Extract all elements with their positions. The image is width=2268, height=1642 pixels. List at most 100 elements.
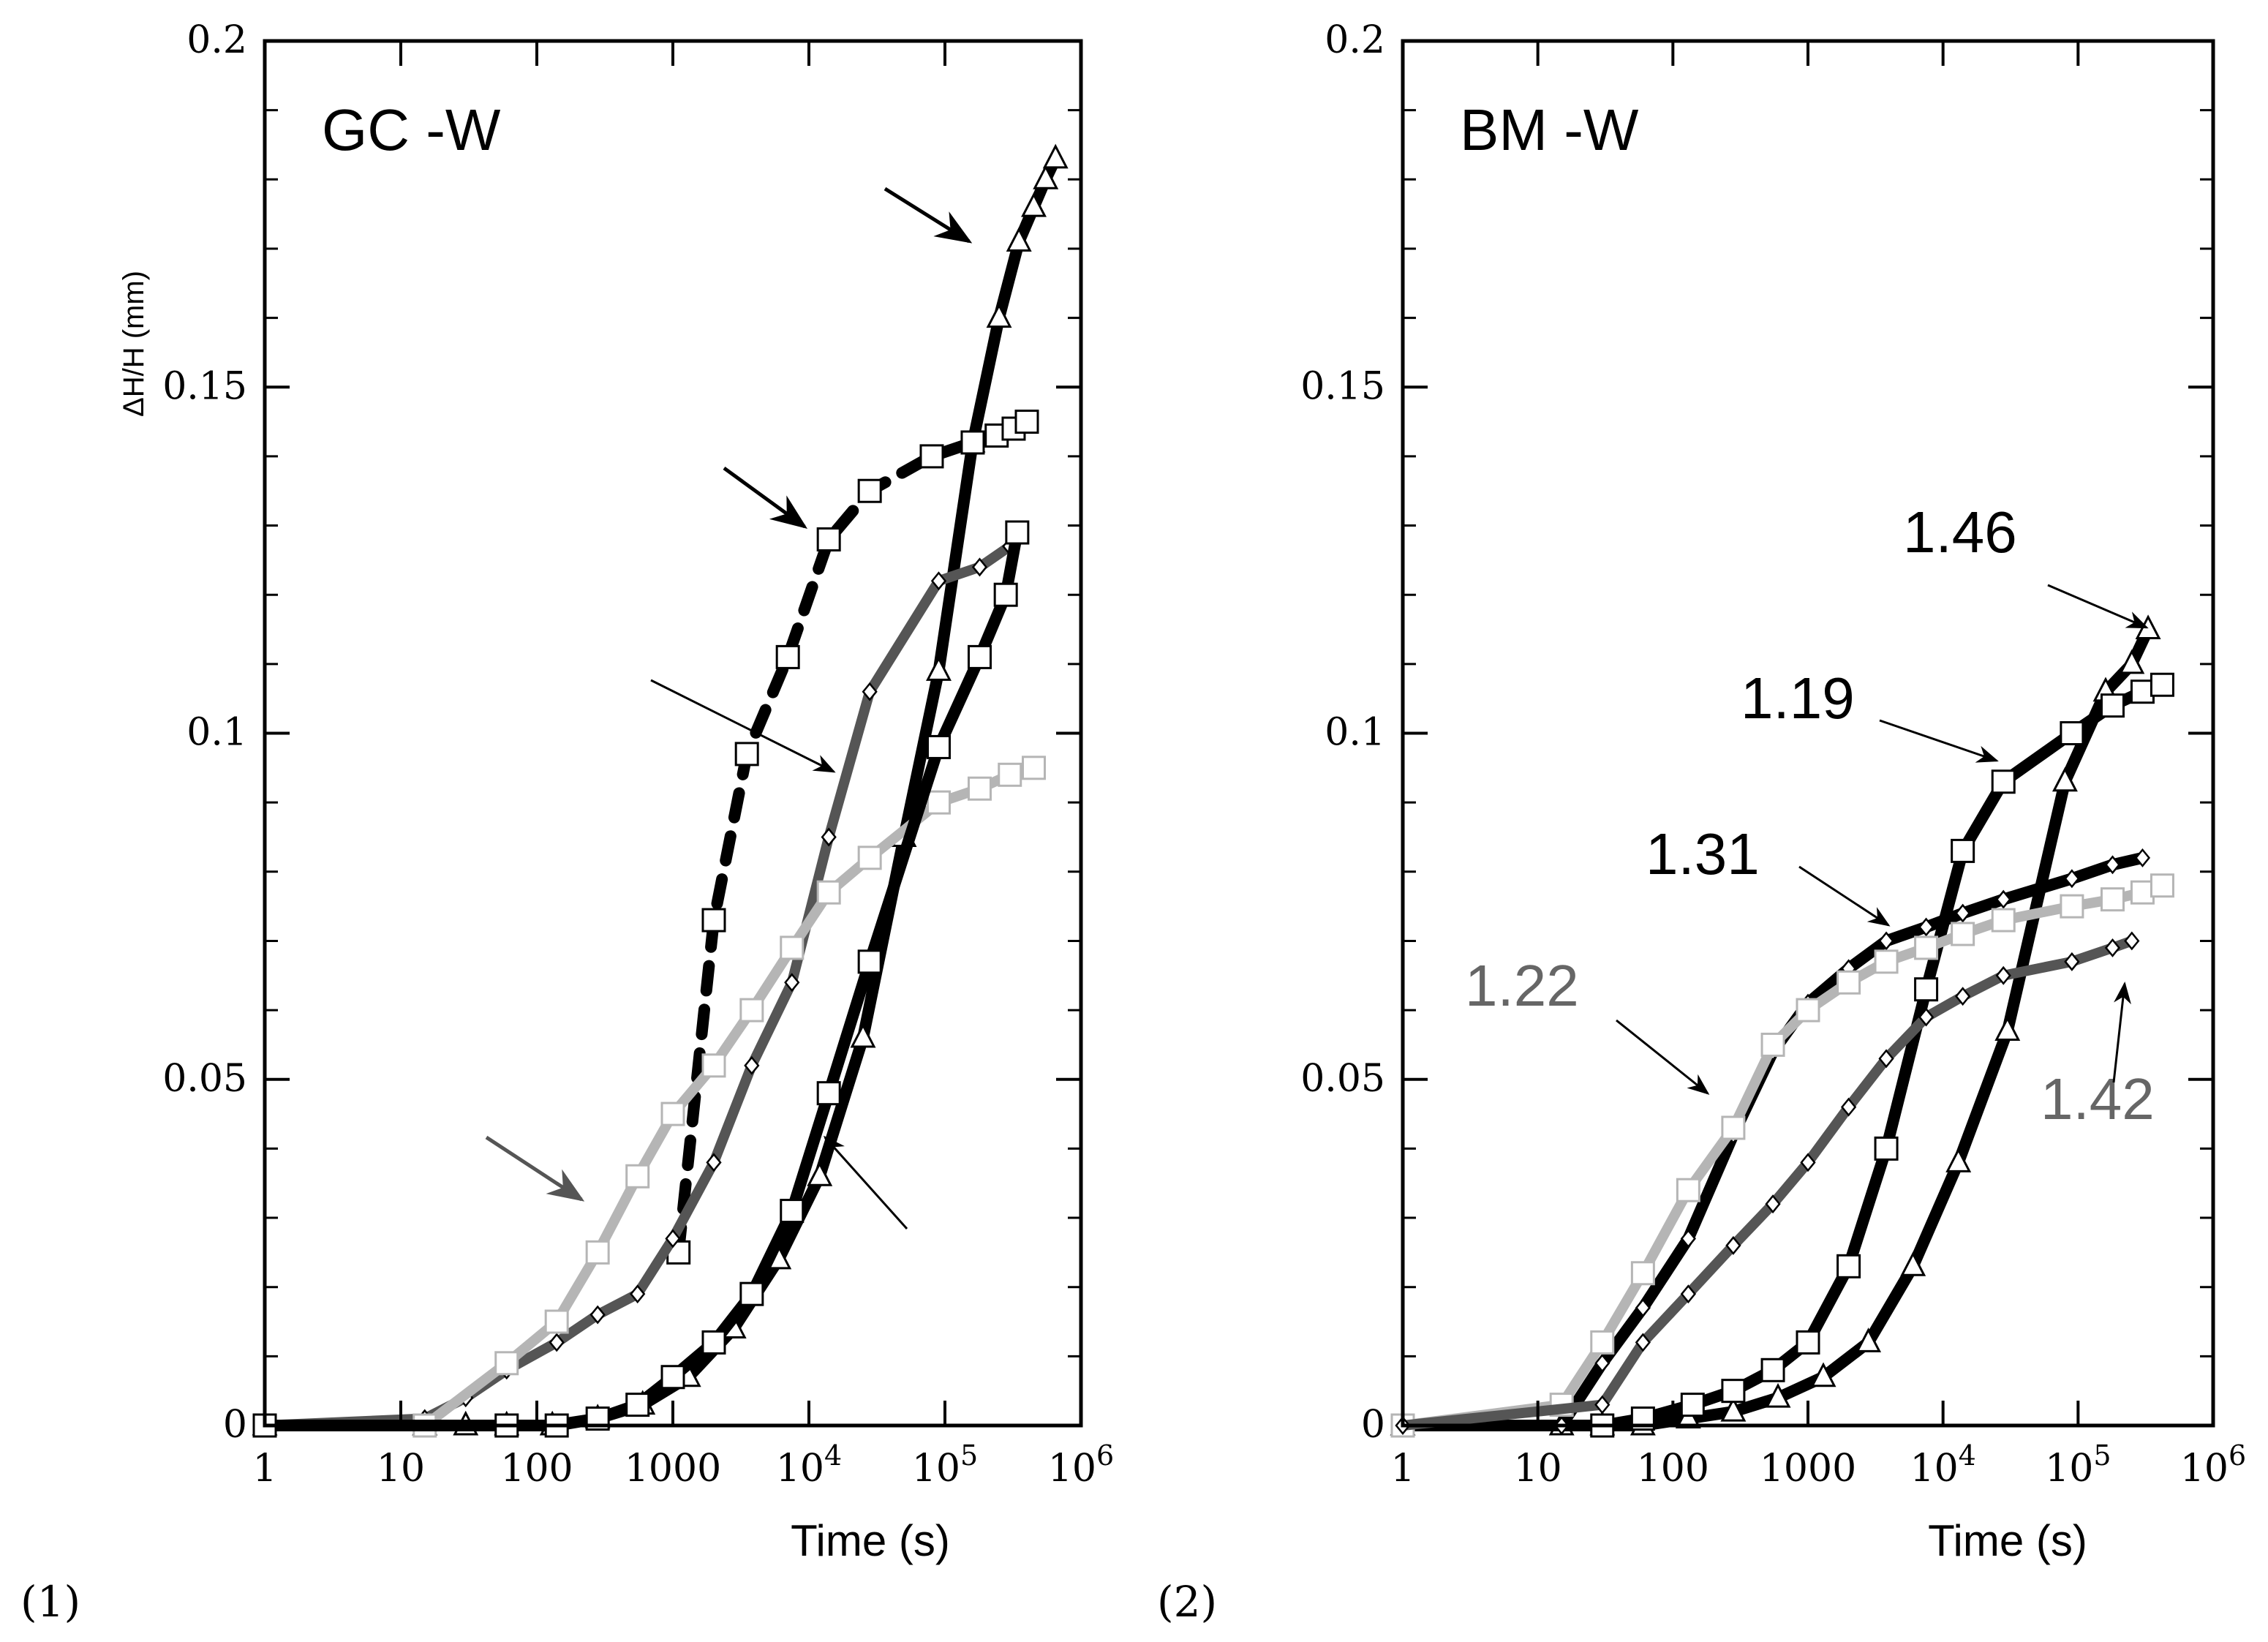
data-point bbox=[1945, 1148, 1972, 1172]
data-point bbox=[739, 1281, 764, 1306]
y-tick-label: 0.05 bbox=[162, 1057, 247, 1101]
annotation-arrow bbox=[1798, 865, 1891, 927]
data-point bbox=[1765, 1382, 1791, 1408]
data-point bbox=[1994, 1016, 2021, 1041]
data-point bbox=[589, 1305, 606, 1325]
data-point bbox=[816, 527, 841, 551]
data-point bbox=[701, 1330, 726, 1355]
data-point bbox=[544, 1309, 569, 1334]
data-point bbox=[857, 846, 882, 870]
annotation-arrow bbox=[2112, 982, 2131, 1083]
data-point bbox=[1800, 1153, 1816, 1172]
series-line-1-17 bbox=[1397, 851, 2149, 1431]
data-point bbox=[660, 1365, 685, 1390]
x-tick-label: 105 bbox=[2045, 1439, 2111, 1491]
y-tick-label: 0 bbox=[223, 1403, 247, 1447]
x-tick-label: 106 bbox=[2180, 1439, 2246, 1491]
data-point bbox=[1042, 143, 1069, 169]
annotation-arrow bbox=[2047, 584, 2149, 629]
data-point bbox=[1006, 227, 1032, 252]
data-point bbox=[1796, 998, 1820, 1023]
data-point bbox=[2104, 938, 2121, 957]
annotation-label-1-40: 1.46 bbox=[1903, 500, 2017, 565]
data-point bbox=[2135, 614, 2161, 640]
data-point bbox=[706, 1153, 722, 1172]
data-point bbox=[2060, 721, 2084, 745]
data-point bbox=[660, 1101, 685, 1126]
panel-tag: (2) bbox=[1157, 1577, 1217, 1627]
data-point bbox=[857, 478, 882, 503]
data-point bbox=[2052, 767, 2078, 792]
data-point bbox=[1951, 838, 1975, 863]
data-point bbox=[971, 557, 988, 577]
data-point bbox=[2150, 672, 2174, 697]
data-point bbox=[2150, 873, 2174, 898]
data-point bbox=[1955, 987, 1971, 1006]
x-tick-label: 100 bbox=[500, 1447, 573, 1491]
data-point bbox=[926, 656, 952, 681]
annotation-label-1-31: 1.19 bbox=[1741, 666, 1855, 731]
x-tick-label: 10 bbox=[377, 1447, 425, 1491]
data-point bbox=[816, 880, 841, 905]
panel-title: BM -W bbox=[1460, 97, 1639, 162]
data-point bbox=[1796, 1330, 1820, 1355]
data-point bbox=[1725, 1235, 1741, 1255]
data-point bbox=[862, 682, 878, 701]
panel-tag: (1) bbox=[20, 1577, 80, 1627]
data-point bbox=[2124, 931, 2140, 951]
x-tick-label: 104 bbox=[776, 1439, 842, 1491]
data-point bbox=[2100, 693, 2125, 718]
data-point bbox=[1991, 908, 2016, 933]
annotation-arrow bbox=[485, 1135, 585, 1202]
y-tick-label: 0.1 bbox=[1325, 711, 1385, 755]
data-point bbox=[2100, 887, 2125, 912]
y-tick-label: 0.2 bbox=[187, 18, 247, 62]
data-point bbox=[1021, 756, 1046, 780]
x-tick-label: 1000 bbox=[625, 1447, 721, 1491]
data-point bbox=[919, 444, 944, 469]
data-point bbox=[1680, 1284, 1696, 1304]
x-tick-label: 106 bbox=[1048, 1439, 1114, 1491]
data-point bbox=[960, 430, 985, 455]
annotation-arrow bbox=[1879, 719, 1999, 763]
data-point bbox=[1005, 520, 1030, 545]
series-line-1-22 bbox=[260, 762, 1039, 1431]
annotation-arrow bbox=[823, 1135, 908, 1230]
data-point bbox=[993, 582, 1018, 607]
y-tick-label: 0.15 bbox=[162, 364, 247, 408]
data-point bbox=[1594, 1353, 1610, 1373]
x-tick-label: 1 bbox=[252, 1447, 276, 1491]
data-point bbox=[857, 949, 882, 974]
data-point bbox=[1810, 1362, 1836, 1387]
data-point bbox=[1033, 165, 1059, 189]
data-point bbox=[1914, 977, 1939, 1002]
data-point bbox=[1720, 1396, 1747, 1422]
data-point bbox=[1878, 931, 1894, 951]
data-point bbox=[1680, 1229, 1696, 1249]
data-point bbox=[1878, 1049, 1894, 1069]
annotation-label-1-17: 1.31 bbox=[1646, 821, 1760, 886]
y-tick-label: 0.1 bbox=[187, 711, 247, 755]
x-tick-label: 1 bbox=[1390, 1447, 1414, 1491]
data-point bbox=[1590, 1330, 1615, 1355]
data-point bbox=[2119, 649, 2145, 674]
series-layer bbox=[1390, 614, 2174, 1438]
data-point bbox=[585, 1240, 610, 1265]
panel-title: GC -W bbox=[322, 97, 501, 162]
data-point bbox=[1760, 1032, 1785, 1057]
plot-frame bbox=[263, 39, 1083, 1428]
data-point bbox=[625, 1393, 650, 1417]
data-point bbox=[1721, 1115, 1746, 1140]
axes-ticks: 0 0.05 0.1 0.15 0.2 1 10 100 1000 104 105 106 bbox=[1300, 18, 2246, 1491]
y-tick-label: 0 bbox=[1361, 1403, 1385, 1447]
data-point bbox=[1680, 1393, 1705, 1417]
annotation-label-1-22: 1.22 bbox=[1465, 953, 1579, 1018]
data-point bbox=[780, 1199, 805, 1224]
data-point bbox=[821, 827, 837, 847]
data-point bbox=[1874, 949, 1899, 974]
series-line-1-31 bbox=[1397, 679, 2169, 1431]
y-tick-label: 0.15 bbox=[1300, 364, 1385, 408]
data-point bbox=[1721, 1379, 1746, 1404]
axes-ticks: 0 0.05 0.1 0.15 0.2 1 10 100 1000 104 105 106 bbox=[162, 18, 1114, 1491]
